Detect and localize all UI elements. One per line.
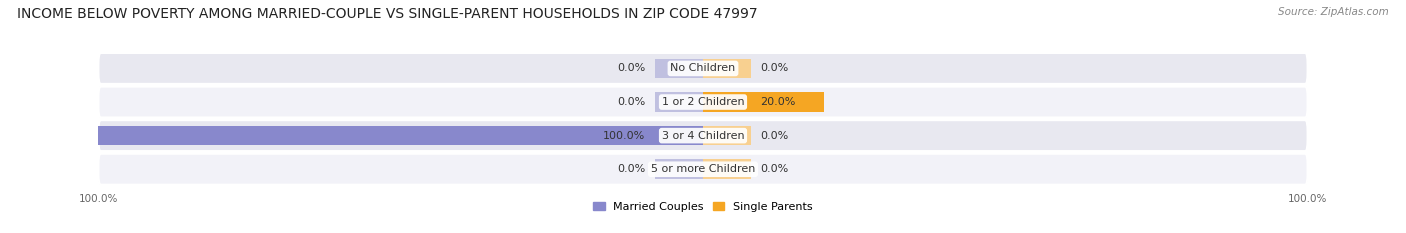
- Text: 5 or more Children: 5 or more Children: [651, 164, 755, 174]
- FancyBboxPatch shape: [98, 53, 1308, 84]
- Text: 0.0%: 0.0%: [761, 131, 789, 141]
- Legend: Married Couples, Single Parents: Married Couples, Single Parents: [593, 202, 813, 212]
- Bar: [703, 92, 751, 112]
- Bar: [98, 126, 703, 145]
- Bar: [703, 126, 751, 145]
- Text: 20.0%: 20.0%: [761, 97, 796, 107]
- Bar: [703, 92, 824, 112]
- FancyBboxPatch shape: [98, 120, 1308, 151]
- Text: Source: ZipAtlas.com: Source: ZipAtlas.com: [1278, 7, 1389, 17]
- FancyBboxPatch shape: [98, 87, 1308, 117]
- Bar: [655, 126, 703, 145]
- Bar: [655, 159, 703, 179]
- Text: 100.0%: 100.0%: [603, 131, 645, 141]
- FancyBboxPatch shape: [98, 154, 1308, 185]
- Text: 0.0%: 0.0%: [617, 164, 645, 174]
- Text: No Children: No Children: [671, 63, 735, 73]
- Bar: [703, 159, 751, 179]
- Bar: [655, 59, 703, 78]
- Text: 3 or 4 Children: 3 or 4 Children: [662, 131, 744, 141]
- Text: 0.0%: 0.0%: [761, 164, 789, 174]
- Text: INCOME BELOW POVERTY AMONG MARRIED-COUPLE VS SINGLE-PARENT HOUSEHOLDS IN ZIP COD: INCOME BELOW POVERTY AMONG MARRIED-COUPL…: [17, 7, 758, 21]
- Text: 0.0%: 0.0%: [617, 97, 645, 107]
- Bar: [655, 92, 703, 112]
- Bar: [703, 59, 751, 78]
- Text: 0.0%: 0.0%: [761, 63, 789, 73]
- Text: 0.0%: 0.0%: [617, 63, 645, 73]
- Text: 1 or 2 Children: 1 or 2 Children: [662, 97, 744, 107]
